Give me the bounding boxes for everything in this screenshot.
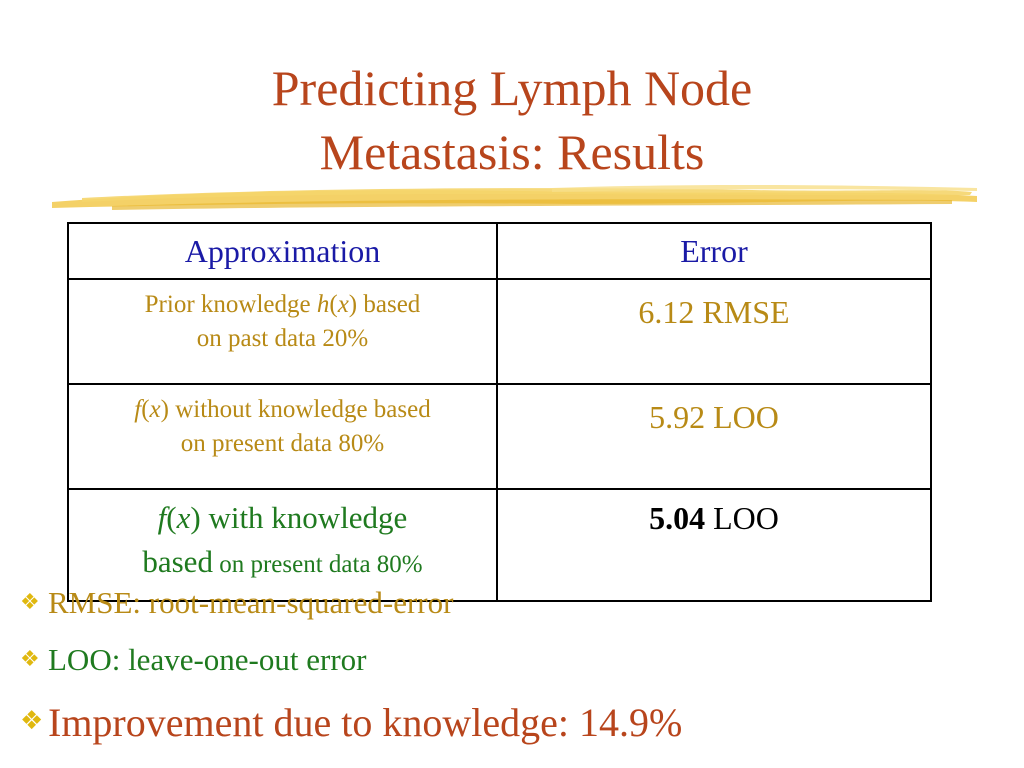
approx-cell-without-knowledge: f(x) without knowledge based on present … xyxy=(67,383,498,490)
table-row: Prior knowledge h(x) based on past data … xyxy=(67,278,933,385)
approx-symbol-x: x xyxy=(176,500,191,535)
bullet-text: LOO: leave-one-out error xyxy=(48,642,367,677)
error-value-best: 5.04 xyxy=(649,500,706,536)
approx-symbol-x: x xyxy=(149,396,161,423)
error-cell-rmse: 6.12 RMSE xyxy=(495,278,933,385)
approx-cell-with-knowledge: f(x) with knowledge based on present dat… xyxy=(67,488,498,602)
approx-text: based xyxy=(357,291,421,318)
approx-symbol-f: f xyxy=(134,396,142,423)
approx-paren: ( xyxy=(141,396,150,423)
approx-symbol-h: h xyxy=(316,291,330,318)
slide-title: Predicting Lymph Node Metastasis: Result… xyxy=(0,56,1024,184)
diamond-bullet-icon: ❖ xyxy=(20,647,40,672)
header-approximation: Approximation xyxy=(67,222,498,280)
bullet-text: RMSE: root-mean-squared-error xyxy=(48,585,454,620)
header-error: Error xyxy=(495,222,933,280)
approx-text: with knowledge xyxy=(200,500,408,535)
approx-symbol-f: f xyxy=(157,500,167,535)
approx-paren: ) xyxy=(160,396,169,423)
approx-text: without knowledge based xyxy=(168,396,431,423)
bullet-item-loo: ❖ LOO: leave-one-out error xyxy=(20,642,366,678)
approx-paren: ( xyxy=(166,500,177,535)
diamond-bullet-icon: ❖ xyxy=(20,590,40,615)
approx-paren: ( xyxy=(329,291,338,318)
error-unit: LOO xyxy=(705,500,779,536)
table-row: f(x) with knowledge based on present dat… xyxy=(67,488,933,602)
approx-text: based xyxy=(142,544,213,579)
diamond-bullet-icon: ❖ xyxy=(20,706,44,736)
approx-text: on past data 20% xyxy=(196,325,369,352)
slide-title-line-1: Predicting Lymph Node xyxy=(271,60,753,116)
slide-title-line-2: Metastasis: Results xyxy=(319,124,705,180)
bullet-item-rmse: ❖ RMSE: root-mean-squared-error xyxy=(20,585,453,621)
table-header-row: Approximation Error xyxy=(67,222,933,280)
approx-text: on present data 80% xyxy=(212,551,423,578)
table-row: f(x) without knowledge based on present … xyxy=(67,383,933,490)
approx-cell-prior: Prior knowledge h(x) based on past data … xyxy=(67,278,498,385)
results-table: Approximation Error Prior knowledge h(x)… xyxy=(67,222,933,602)
approx-text: Prior knowledge xyxy=(144,291,317,318)
error-cell-loo-with: 5.04 LOO xyxy=(495,488,933,602)
bullet-item-improvement: ❖ Improvement due to knowledge: 14.9% xyxy=(20,699,682,746)
error-cell-loo-without: 5.92 LOO xyxy=(495,383,933,490)
approx-symbol-x: x xyxy=(337,291,349,318)
bullet-text: Improvement due to knowledge: 14.9% xyxy=(48,700,683,745)
approx-paren: ) xyxy=(348,291,358,318)
title-underline-brush xyxy=(52,185,977,210)
approx-text: on present data 80% xyxy=(180,430,385,457)
approx-paren: ) xyxy=(190,500,201,535)
